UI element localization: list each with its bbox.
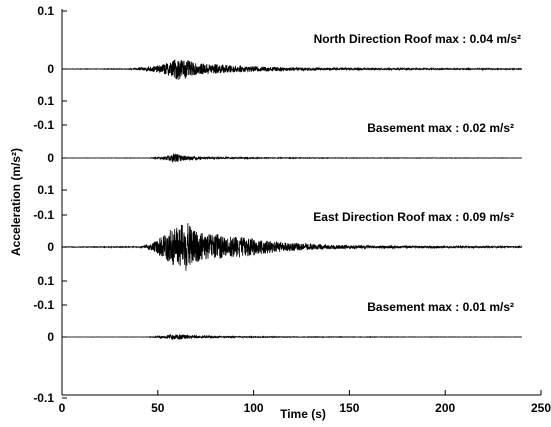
y-tick-label: 0	[47, 151, 54, 165]
series-annotation: Basement max : 0.01 m/s²	[367, 300, 514, 314]
x-tick-label: 50	[151, 401, 165, 415]
x-axis-title: Time (s)	[280, 407, 326, 421]
y-axis-title: Acceleration (m/s²)	[9, 148, 23, 256]
y-tick-label: 0.1	[37, 183, 54, 197]
y-tick-label: -0.1	[33, 208, 54, 222]
x-tick-label: 100	[244, 401, 264, 415]
y-tick-label: 0.1	[37, 274, 54, 288]
y-tick-label: -0.1	[33, 391, 54, 405]
y-tick-label: 0.1	[37, 4, 54, 18]
x-tick-label: 150	[339, 401, 359, 415]
trace-4	[61, 333, 523, 341]
y-tick-label: 0	[47, 240, 54, 254]
x-tick-label: 250	[531, 401, 551, 415]
series-annotation: Basement max : 0.02 m/s²	[367, 121, 514, 135]
x-tick-label: 0	[59, 401, 66, 415]
x-ticks-group: 0 50 100 150 200 250	[59, 390, 551, 415]
y-tick-label: 0	[47, 62, 54, 76]
traces-group	[61, 59, 523, 341]
trace-3	[61, 223, 523, 271]
series-annotation: East Direction Roof max : 0.09 m/s²	[313, 210, 514, 224]
trace-1	[61, 59, 523, 80]
y-tick-label: -0.1	[33, 118, 54, 132]
x-tick-label: 200	[435, 401, 455, 415]
y-ticks-group: 0.1 0 0.1 -0.1 0 0.1 -0.1 0 0.1 -0.1 0 -0.1	[33, 4, 67, 405]
y-tick-label: 0	[47, 330, 54, 344]
y-tick-label: 0.1	[37, 94, 54, 108]
y-tick-label: -0.1	[33, 298, 54, 312]
series-annotation: North Direction Roof max : 0.04 m/s²	[314, 32, 521, 46]
annotations-group: North Direction Roof max : 0.04 m/s² Base…	[313, 32, 521, 314]
trace-2	[61, 153, 522, 163]
